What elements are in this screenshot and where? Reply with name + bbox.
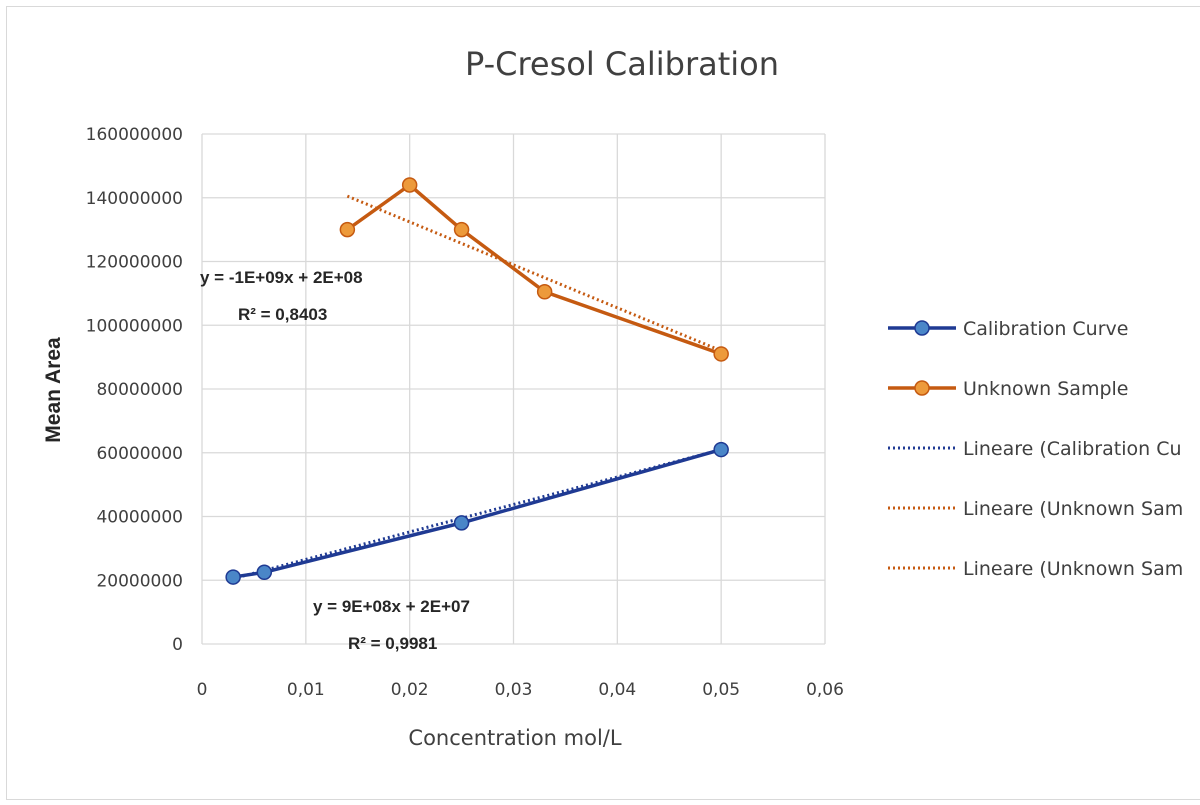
legend-marker (914, 380, 930, 396)
x-tick-label: 0,05 (702, 680, 740, 700)
legend-label: Lineare (Calibration Cu (963, 438, 1182, 460)
y-tick-label: 160000000 (86, 125, 183, 145)
series (225, 177, 729, 585)
x-tick-label: 0,04 (598, 680, 636, 700)
x-tick-label: 0,03 (495, 680, 533, 700)
x-tick-label: 0,02 (391, 680, 429, 700)
legend-label: Unknown Sample (963, 378, 1128, 400)
data-point (256, 564, 273, 581)
calibration-r2-label: R² = 0,9981 (348, 634, 437, 653)
data-point (713, 346, 729, 362)
legend-label: Calibration Curve (963, 318, 1128, 340)
calibration-equation-label: y = 9E+08x + 2E+07 (313, 597, 470, 616)
legend-marker (914, 320, 930, 336)
data-point (453, 221, 470, 238)
data-point (713, 441, 729, 458)
y-tick-label: 40000000 (96, 508, 183, 528)
series-line (232, 447, 722, 579)
gridlines (201, 133, 826, 645)
trendline (346, 194, 722, 353)
legend: Calibration Curve Unknown Sample Lineare (… (888, 318, 1183, 580)
chart-frame (6, 6, 1200, 800)
chart-title: P-Cresol Calibration (465, 45, 779, 83)
series-line (346, 182, 722, 356)
x-tick-label: 0 (197, 680, 208, 700)
legend-label: Lineare (Unknown Sam (963, 558, 1183, 580)
data-point (536, 284, 553, 300)
tick-labels: 0 0,01 0,02 0,03 0,04 0,05 0,06 0 20000000 400000… (86, 125, 844, 700)
unknown-equation-label: y = -1E+09x + 2E+08 (200, 268, 363, 287)
data-point (225, 569, 241, 585)
y-tick-label: 20000000 (96, 571, 183, 591)
y-tick-label: 120000000 (86, 253, 183, 273)
x-tick-label: 0,01 (287, 680, 325, 700)
y-axis-title: Mean Area (42, 337, 65, 443)
y-tick-label: 60000000 (96, 444, 183, 464)
y-tick-label: 100000000 (86, 316, 183, 336)
x-axis-title: Concentration mol/L (408, 726, 621, 750)
legend-label: Lineare (Unknown Sam (963, 498, 1183, 520)
data-point (401, 177, 418, 193)
y-tick-label: 140000000 (86, 189, 183, 209)
y-tick-label: 0 (172, 635, 183, 655)
data-point (339, 221, 356, 238)
data-point (453, 515, 470, 531)
unknown-r2-label: R² = 0,8403 (238, 305, 327, 324)
y-tick-label: 80000000 (96, 380, 183, 400)
x-tick-label: 0,06 (806, 680, 844, 700)
